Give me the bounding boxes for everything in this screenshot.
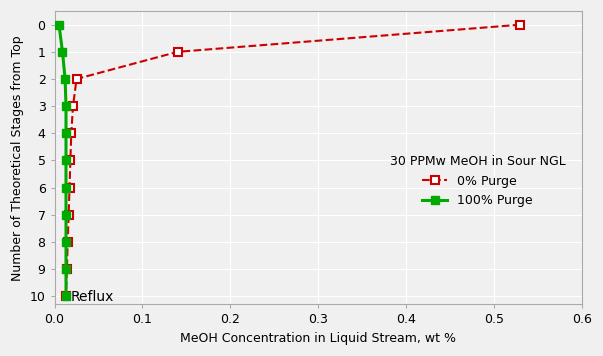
100% Purge: [62, 77, 69, 81]
0% Purge: [63, 267, 71, 271]
100% Purge: [55, 22, 63, 27]
Line: 100% Purge: 100% Purge: [55, 21, 70, 300]
0% Purge: [65, 213, 72, 217]
100% Purge: [59, 50, 66, 54]
0% Purge: [517, 22, 524, 27]
100% Purge: [62, 213, 69, 217]
0% Purge: [62, 294, 69, 298]
0% Purge: [73, 77, 80, 81]
0% Purge: [68, 131, 75, 135]
Y-axis label: Number of Theoretical Stages from Top: Number of Theoretical Stages from Top: [11, 35, 24, 281]
100% Purge: [62, 104, 69, 108]
Text: Reflux: Reflux: [71, 290, 114, 304]
0% Purge: [174, 50, 182, 54]
Line: 0% Purge: 0% Purge: [62, 21, 525, 300]
100% Purge: [62, 294, 69, 298]
100% Purge: [62, 131, 69, 135]
0% Purge: [69, 104, 77, 108]
Legend: 0% Purge, 100% Purge: 0% Purge, 100% Purge: [385, 151, 570, 212]
100% Purge: [62, 267, 69, 271]
0% Purge: [64, 240, 71, 244]
100% Purge: [62, 240, 69, 244]
100% Purge: [62, 185, 69, 190]
X-axis label: MeOH Concentration in Liquid Stream, wt %: MeOH Concentration in Liquid Stream, wt …: [180, 332, 456, 345]
0% Purge: [67, 158, 74, 163]
0% Purge: [66, 185, 73, 190]
100% Purge: [62, 158, 69, 163]
